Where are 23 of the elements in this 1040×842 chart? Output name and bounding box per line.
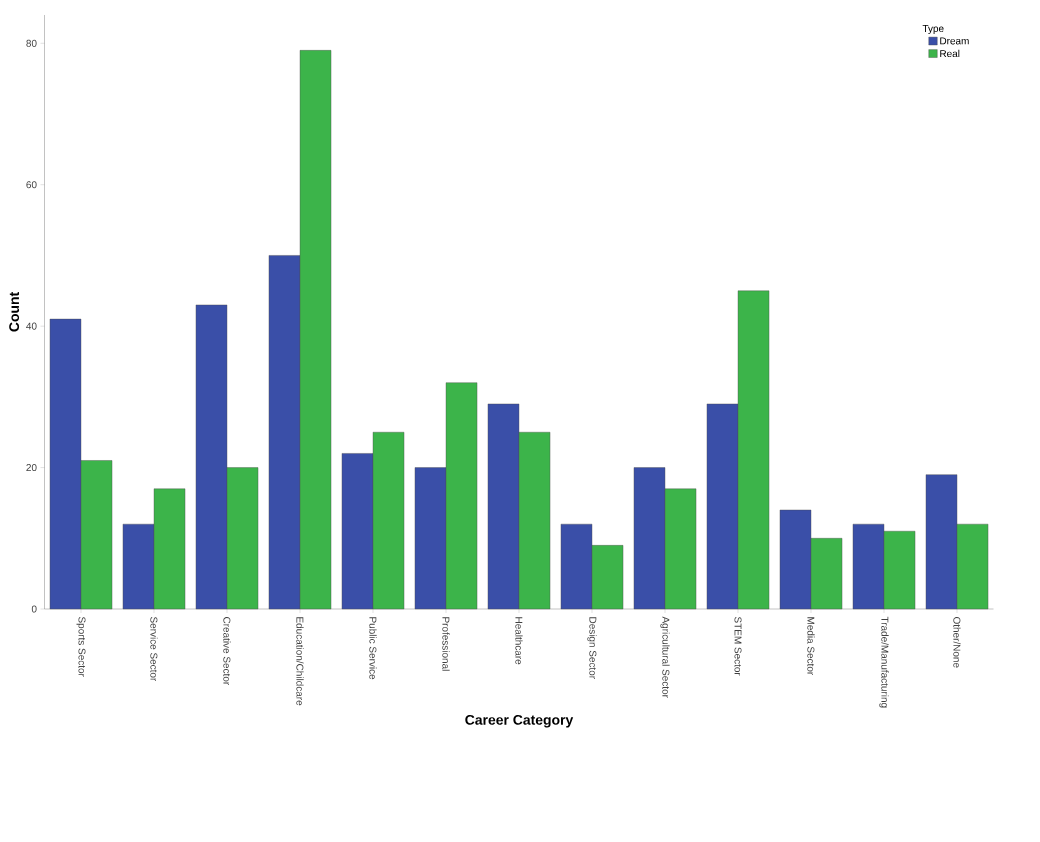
y-tick-label: 20 <box>26 464 37 472</box>
legend-title: Type <box>922 25 944 35</box>
y-tick-label: 0 <box>31 605 37 613</box>
x-tick-label: Public Service <box>369 617 377 680</box>
x-tick-label: Design Sector <box>587 617 597 679</box>
x-tick-label: Healthcare <box>515 617 523 665</box>
y-tick-label: 40 <box>26 322 37 330</box>
x-axis-title: Career Category <box>465 714 574 728</box>
x-tick-label: Education/Childcare <box>296 617 304 706</box>
x-tick-label: Agricultural Sector <box>660 616 670 698</box>
y-tick-label: 80 <box>26 39 37 47</box>
x-tick-label: Media Sector <box>807 617 815 676</box>
y-tick-label: 60 <box>26 181 37 189</box>
x-tick-label: Other/None <box>953 616 961 668</box>
x-tick-label: Creative Sector <box>223 617 231 685</box>
legend-label: Real <box>940 49 960 58</box>
x-tick-label: Trade/Manufacturing <box>879 616 889 708</box>
x-tick-label: Professional <box>442 617 450 671</box>
x-tick-label: Sports Sector <box>76 616 86 677</box>
legend-label: Dream <box>940 37 969 45</box>
x-tick-label: Service Sector <box>150 616 158 682</box>
y-axis-title: Count <box>9 292 20 332</box>
x-tick-label: STEM Sector <box>734 616 742 676</box>
